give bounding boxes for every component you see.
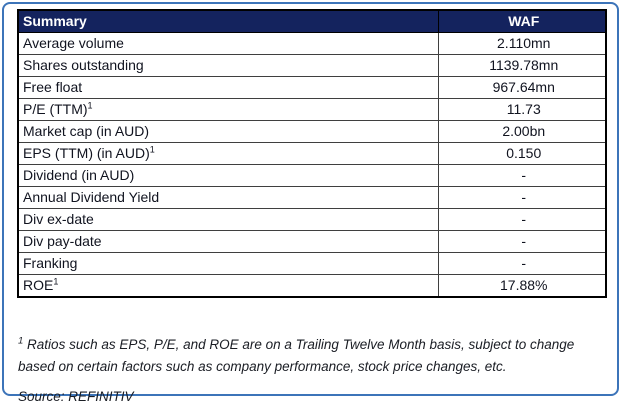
metric-value-cell: 11.73 bbox=[437, 98, 607, 121]
metric-label: Franking bbox=[23, 255, 78, 271]
metric-label-cell: Div pay-date bbox=[17, 230, 439, 253]
metric-label: EPS (TTM) (in AUD) bbox=[23, 145, 150, 161]
metric-value-cell: - bbox=[437, 186, 607, 209]
footnote-body: Ratios such as EPS, P/E, and ROE are on … bbox=[18, 336, 575, 374]
metric-label-cell: ROE1 bbox=[17, 274, 439, 298]
footnote-marker: 1 bbox=[87, 100, 93, 111]
table-row: Shares outstanding 1139.78mn bbox=[17, 54, 607, 77]
metric-label-cell: Average volume bbox=[17, 32, 439, 55]
summary-table-header: Summary WAF bbox=[17, 9, 607, 33]
metric-label: Annual Dividend Yield bbox=[23, 189, 160, 205]
metric-value-cell: 1139.78mn bbox=[437, 54, 607, 77]
metric-value-cell: - bbox=[437, 164, 607, 187]
table-row: Average volume 2.110mn bbox=[17, 32, 607, 55]
metric-label: Free float bbox=[23, 79, 83, 95]
metric-label: Dividend (in AUD) bbox=[23, 167, 135, 183]
metric-label: Market cap (in AUD) bbox=[23, 123, 150, 139]
table-row: Franking - bbox=[17, 252, 607, 275]
table-row: Free float 967.64mn bbox=[17, 76, 607, 99]
summary-table: Summary WAF Average volume 2.110mn Share… bbox=[17, 9, 607, 298]
metric-value-cell: 17.88% bbox=[437, 274, 607, 298]
metric-label-cell: P/E (TTM)1 bbox=[17, 98, 439, 121]
metric-value-cell: 2.00bn bbox=[437, 120, 607, 143]
metric-label-cell: Shares outstanding bbox=[17, 54, 439, 77]
metric-label: Average volume bbox=[23, 35, 124, 51]
table-row: Div pay-date - bbox=[17, 230, 607, 253]
footnote-marker: 1 bbox=[53, 276, 59, 287]
metric-label-cell: Free float bbox=[17, 76, 439, 99]
metric-value-cell: - bbox=[437, 208, 607, 231]
source-attribution: Source: REFINITIV bbox=[18, 388, 134, 402]
metric-value-cell: - bbox=[437, 252, 607, 275]
footnote-text: 1 Ratios such as EPS, P/E, and ROE are o… bbox=[18, 334, 610, 378]
metric-label: Div ex-date bbox=[23, 211, 94, 227]
metric-label-cell: Franking bbox=[17, 252, 439, 275]
table-row: P/E (TTM)1 11.73 bbox=[17, 98, 607, 121]
metric-label: Shares outstanding bbox=[23, 57, 144, 73]
table-row: Market cap (in AUD) 2.00bn bbox=[17, 120, 607, 143]
metric-value-cell: 2.110mn bbox=[437, 32, 607, 55]
metric-value-cell: 0.150 bbox=[437, 142, 607, 165]
summary-table-body: Average volume 2.110mn Shares outstandin… bbox=[17, 32, 607, 298]
table-row: ROE1 17.88% bbox=[17, 274, 607, 298]
footnote-marker: 1 bbox=[149, 144, 155, 155]
footnote-superscript: 1 bbox=[18, 335, 24, 346]
table-row: Div ex-date - bbox=[17, 208, 607, 231]
table-row: EPS (TTM) (in AUD)1 0.150 bbox=[17, 142, 607, 165]
metric-value-cell: - bbox=[437, 230, 607, 253]
header-cell-summary: Summary bbox=[17, 9, 439, 33]
metric-label-cell: Annual Dividend Yield bbox=[17, 186, 439, 209]
metric-label: Div pay-date bbox=[23, 233, 102, 249]
metric-label: ROE bbox=[23, 277, 54, 293]
table-row: Dividend (in AUD) - bbox=[17, 164, 607, 187]
metric-label-cell: Dividend (in AUD) bbox=[17, 164, 439, 187]
metric-label-cell: Div ex-date bbox=[17, 208, 439, 231]
metric-value-cell: 967.64mn bbox=[437, 76, 607, 99]
table-row: Annual Dividend Yield - bbox=[17, 186, 607, 209]
header-row: Summary WAF bbox=[17, 9, 607, 33]
metric-label-cell: Market cap (in AUD) bbox=[17, 120, 439, 143]
metric-label-cell: EPS (TTM) (in AUD)1 bbox=[17, 142, 439, 165]
metric-label: P/E (TTM) bbox=[23, 101, 88, 117]
header-cell-ticker: WAF bbox=[437, 9, 607, 33]
